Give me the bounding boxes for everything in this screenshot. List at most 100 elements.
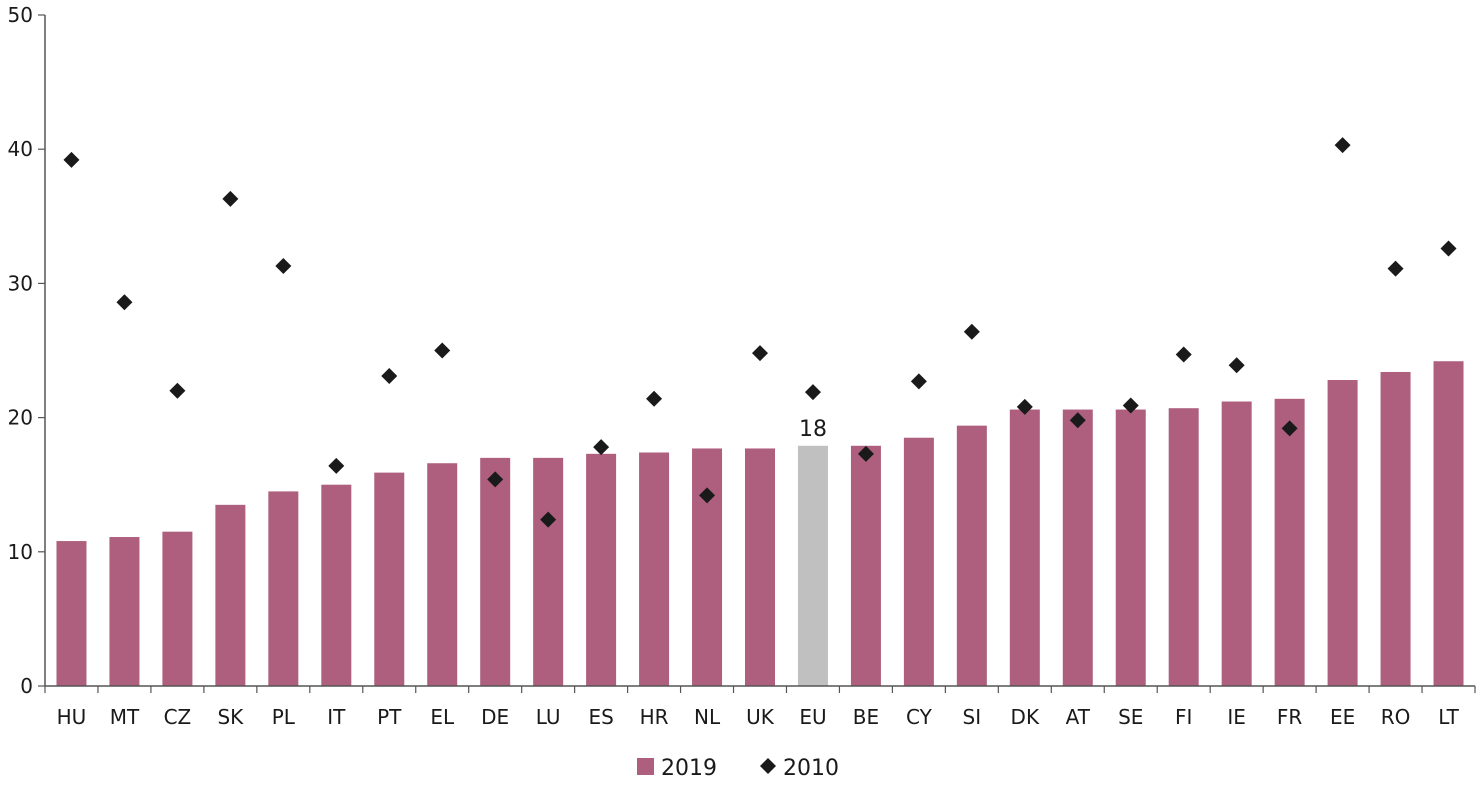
x-tick-label: EL — [430, 705, 455, 729]
bar-it — [321, 484, 352, 686]
point-2010-fr — [1281, 420, 1298, 437]
point-2010-el — [434, 342, 451, 359]
y-axis-ticks: 0 10 20 30 40 50 — [8, 3, 45, 698]
point-2010-mt — [116, 294, 133, 311]
x-tick-label: EU — [799, 705, 826, 729]
bar-se — [1115, 409, 1146, 686]
x-tick-label: PT — [377, 705, 402, 729]
bar-fi — [1168, 408, 1199, 686]
bar-lu — [533, 457, 564, 686]
bar-be — [850, 445, 881, 686]
bar-el — [427, 463, 458, 686]
x-tick-label: CY — [906, 705, 933, 729]
annotations: 18 — [799, 417, 827, 442]
x-tick-label: MT — [110, 705, 140, 729]
markers-2010 — [63, 137, 1457, 528]
x-tick-label: RO — [1381, 705, 1411, 729]
bar-ro — [1380, 371, 1411, 686]
x-tick-label: ES — [588, 705, 613, 729]
point-2010-es — [593, 439, 610, 456]
point-2010-be — [857, 445, 874, 462]
point-2010-cy — [910, 373, 927, 390]
point-2010-lu — [540, 511, 557, 528]
bar-eu — [797, 445, 828, 686]
x-tick-label: SK — [217, 705, 244, 729]
y-tick-label: 30 — [8, 271, 33, 295]
point-2010-lt — [1440, 240, 1457, 257]
point-2010-se — [1122, 397, 1139, 414]
bar-hu — [56, 541, 87, 686]
point-2010-nl — [699, 487, 716, 504]
x-tick-label: PL — [272, 705, 296, 729]
x-tick-label: CZ — [164, 705, 192, 729]
point-2010-it — [328, 457, 345, 474]
legend-swatch-2019 — [637, 758, 654, 775]
point-2010-eu — [804, 384, 821, 401]
point-2010-cz — [169, 382, 186, 399]
bar-fr — [1274, 398, 1305, 686]
y-tick-label: 50 — [8, 3, 33, 27]
bar-at — [1062, 409, 1093, 686]
point-2010-ro — [1387, 260, 1404, 277]
bar-mt — [109, 537, 140, 686]
point-2010-hr — [646, 390, 663, 407]
x-tick-label: SI — [963, 705, 982, 729]
x-tick-label: AT — [1066, 705, 1091, 729]
point-2010-hu — [63, 151, 80, 168]
point-2010-ee — [1334, 137, 1351, 154]
x-axis-labels: HU MT CZ SK PL IT PT EL DE LU ES HR NL UK EU BE CY SI DK AT… — [57, 705, 1460, 729]
bar-es — [586, 453, 617, 686]
point-2010-at — [1069, 412, 1086, 429]
bar-si — [956, 425, 987, 686]
axes — [44, 15, 1476, 693]
legend-label-2010: 2010 — [783, 756, 839, 781]
x-tick-label: HR — [640, 705, 669, 729]
y-tick-label: 20 — [8, 406, 33, 430]
x-tick-label: FR — [1277, 705, 1303, 729]
x-tick-label: DE — [481, 705, 509, 729]
legend-label-2019: 2019 — [661, 756, 717, 781]
bar-cz — [162, 531, 193, 686]
point-2010-fi — [1175, 346, 1192, 363]
bar-de — [480, 457, 511, 686]
x-tick-label: LT — [1438, 705, 1459, 729]
legend-swatch-2010 — [760, 758, 776, 774]
x-tick-label: SE — [1118, 705, 1143, 729]
legend: 2019 2010 — [637, 756, 839, 781]
x-tick-label: BE — [853, 705, 879, 729]
bar-uk — [745, 448, 775, 686]
bar-cy — [903, 437, 934, 686]
bar-ie — [1221, 401, 1252, 686]
x-tick-label: NL — [694, 705, 721, 729]
x-tick-label: IT — [327, 705, 346, 729]
bar-lt — [1433, 361, 1464, 686]
point-2010-sk — [222, 190, 239, 207]
data-label-eu: 18 — [799, 417, 827, 442]
y-tick-label: 40 — [8, 137, 33, 161]
point-2010-ie — [1228, 357, 1245, 374]
x-tick-label: UK — [746, 705, 775, 729]
point-2010-dk — [1016, 398, 1033, 415]
x-tick-label: IE — [1227, 705, 1246, 729]
bar-ee — [1327, 380, 1358, 686]
point-2010-pt — [381, 367, 398, 384]
bar-dk — [1009, 409, 1040, 686]
x-tick-label: LU — [536, 705, 561, 729]
x-tick-label: FI — [1175, 705, 1192, 729]
bar-hr — [639, 452, 670, 686]
bar-nl — [692, 448, 723, 686]
y-tick-label: 0 — [20, 674, 33, 698]
x-tick-label: EE — [1330, 705, 1355, 729]
y-tick-label: 10 — [8, 540, 33, 564]
bars-2019 — [56, 361, 1464, 686]
point-2010-de — [487, 471, 504, 488]
x-tick-label: DK — [1011, 705, 1040, 729]
bar-pl — [268, 491, 299, 686]
bar-pt — [374, 472, 405, 686]
bar-sk — [215, 504, 246, 686]
point-2010-uk — [752, 345, 768, 362]
point-2010-pl — [275, 257, 292, 274]
point-2010-si — [963, 323, 980, 340]
